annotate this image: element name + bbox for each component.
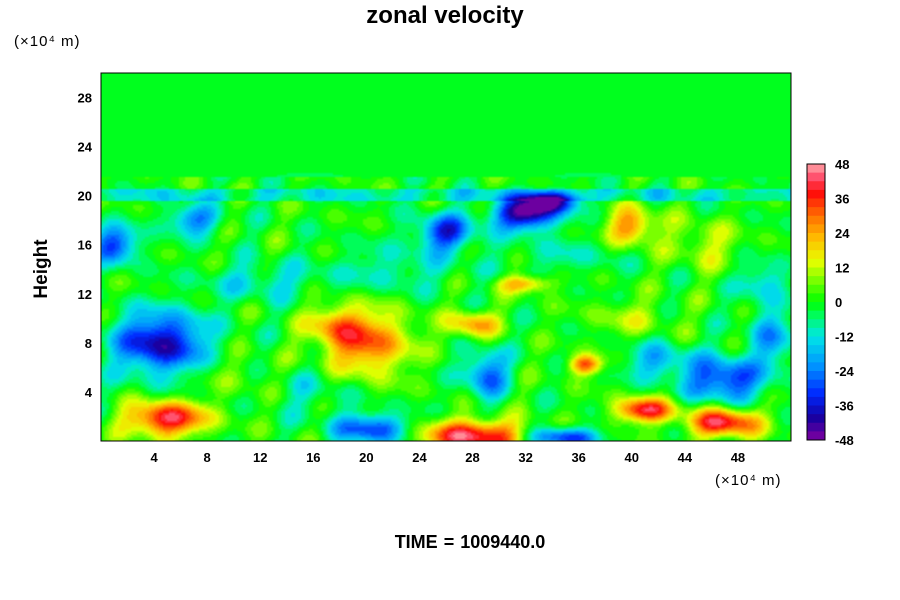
colorbar-swatch	[807, 207, 825, 217]
y-axis-ticks: 4 8 12 16 20 24 28	[78, 91, 93, 400]
x-axis-unit: (×10⁴ m)	[715, 472, 782, 489]
colorbar-swatch	[807, 414, 825, 424]
colorbar-swatch	[807, 345, 825, 355]
time-label: TIME	[394, 532, 438, 552]
y-tick-label: 20	[78, 189, 92, 204]
colorbar-frame	[806, 163, 826, 441]
plot-frame	[100, 72, 792, 442]
time-equals: =	[443, 532, 455, 552]
y-tick-label: 8	[85, 336, 92, 351]
time-readout: TIME = 1009440.0	[0, 532, 900, 553]
colorbar-tick-label: -48	[835, 433, 854, 448]
y-tick-label: 4	[85, 385, 93, 400]
y-tick-label: 12	[78, 287, 92, 302]
colorbar-tick-label: 0	[835, 295, 842, 310]
colorbar-swatch	[807, 362, 825, 372]
x-tick-label: 12	[253, 450, 267, 465]
colorbar-tick-label: 24	[835, 226, 850, 241]
colorbar-swatch	[807, 181, 825, 191]
colorbar-swatch	[807, 319, 825, 329]
colorbar-swatch	[807, 215, 825, 225]
colorbar: 48 36 24 12 0 -12 -24 -36 -48	[806, 157, 855, 448]
colorbar-swatch	[807, 267, 825, 277]
colorbar-swatch	[807, 396, 825, 406]
colorbar-swatch	[807, 198, 825, 208]
y-tick-label: 28	[78, 91, 92, 106]
x-tick-label: 48	[731, 450, 745, 465]
colorbar-swatch	[807, 327, 825, 337]
x-tick-label: 24	[412, 450, 427, 465]
colorbar-tick-label: 12	[835, 261, 849, 276]
x-tick-label: 28	[465, 450, 479, 465]
colorbar-swatch	[807, 353, 825, 363]
colorbar-swatch	[807, 405, 825, 415]
colorbar-swatch	[807, 258, 825, 268]
colorbar-swatch	[807, 371, 825, 381]
heatmap-field	[101, 73, 791, 441]
colorbar-swatch	[807, 189, 825, 199]
colorbar-tick-label: -36	[835, 399, 854, 414]
colorbar-swatch	[807, 284, 825, 294]
colorbar-swatch	[807, 241, 825, 251]
y-tick-label: 16	[78, 238, 92, 253]
colorbar-swatch	[807, 172, 825, 182]
colorbar-swatch	[807, 224, 825, 234]
colorbar-swatch	[807, 233, 825, 243]
colorbar-tick-label: -12	[835, 330, 854, 345]
y-axis-label: Height	[31, 239, 52, 299]
x-tick-label: 4	[150, 450, 158, 465]
colorbar-swatch	[807, 302, 825, 312]
x-tick-label: 16	[306, 450, 320, 465]
chart-title: zonal velocity	[366, 2, 524, 29]
x-tick-label: 32	[518, 450, 532, 465]
plot-area	[100, 72, 792, 442]
colorbar-swatch	[807, 336, 825, 346]
y-axis-unit: (×10⁴ m)	[14, 33, 81, 50]
colorbar-tick-label: -24	[835, 364, 855, 379]
x-tick-label: 8	[204, 450, 211, 465]
time-value: 1009440.0	[460, 532, 546, 552]
y-tick-label: 24	[78, 140, 93, 155]
colorbar-swatch	[807, 379, 825, 389]
colorbar-swatch	[807, 431, 825, 441]
x-tick-label: 40	[625, 450, 639, 465]
colorbar-swatch	[807, 250, 825, 260]
colorbar-swatch	[807, 388, 825, 398]
x-axis-ticks: 4 8 12 16 20 24 28 32 36 40 44 48	[150, 450, 745, 465]
colorbar-swatch	[807, 164, 825, 174]
colorbar-ticks: 48 36 24 12 0 -12 -24 -36 -48	[835, 157, 855, 448]
x-tick-label: 36	[571, 450, 585, 465]
colorbar-tick-label: 48	[835, 157, 849, 172]
colorbar-swatch	[807, 422, 825, 432]
colorbar-swatch	[807, 293, 825, 303]
x-tick-label: 44	[678, 450, 693, 465]
colorbar-swatch	[807, 310, 825, 320]
colorbar-tick-label: 36	[835, 192, 849, 207]
x-tick-label: 20	[359, 450, 373, 465]
colorbar-swatch	[807, 276, 825, 286]
